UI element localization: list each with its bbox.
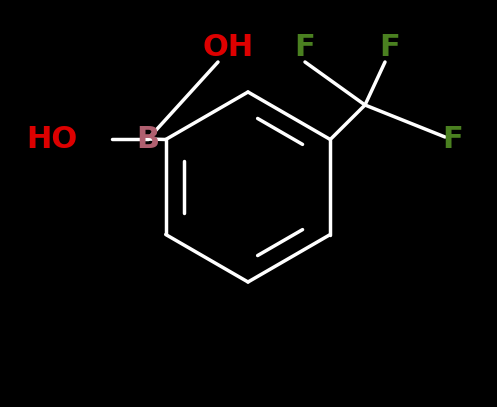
Text: B: B bbox=[137, 125, 160, 153]
Text: HO: HO bbox=[26, 125, 78, 153]
Text: F: F bbox=[380, 33, 401, 61]
Text: F: F bbox=[443, 125, 463, 153]
Text: OH: OH bbox=[202, 33, 253, 61]
Text: F: F bbox=[295, 33, 316, 61]
